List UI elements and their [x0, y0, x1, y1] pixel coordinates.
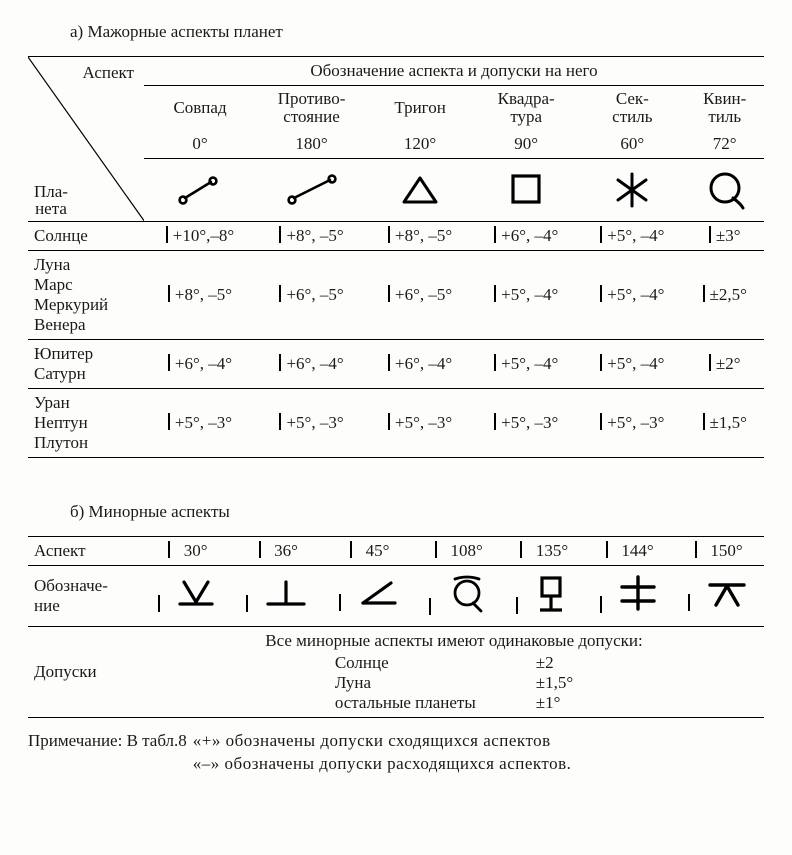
header-span: Обозначение аспекта и допуски на него: [144, 57, 764, 86]
tol-item-name: Луна: [335, 673, 476, 693]
tolerance-cell: +8°, –5°: [256, 221, 367, 250]
minor-tol-caption: Все минорные аспекты имеют одинаковые до…: [150, 631, 758, 651]
minor-degree: 135°: [503, 536, 586, 565]
biquintile-icon: [586, 565, 674, 626]
aspect-name: Сек-стиль: [579, 86, 685, 130]
tolerance-cell: +6°, –4°: [256, 339, 367, 388]
tol-item-val: ±1,5°: [536, 673, 573, 693]
minor-symbol-label: Обозначе-ние: [28, 565, 144, 626]
opposition-icon: [256, 158, 367, 221]
minor-degree: 108°: [415, 536, 503, 565]
tolerance-cell: +6°, –4°: [144, 339, 256, 388]
tolerance-cell: ±2°: [685, 339, 764, 388]
minor-tolerance-row: Допуски Все минорные аспекты имеют одина…: [28, 626, 764, 717]
footnote-plus: «+» обозначены допуски сходящихся аспект…: [193, 730, 764, 753]
aspect-name: Квадра-тура: [473, 86, 579, 130]
semisextile-icon: [144, 565, 232, 626]
tolerance-cell: +5°, –4°: [579, 221, 685, 250]
tol-item-name: Солнце: [335, 653, 476, 673]
minor-tol-label: Допуски: [28, 626, 144, 717]
planet-cell: Солнце: [28, 221, 144, 250]
tolerance-cell: +6°, –4°: [367, 339, 473, 388]
square-icon: [473, 158, 579, 221]
minor-degree: 150°: [674, 536, 764, 565]
aspect-degree: 120°: [367, 130, 473, 159]
table-row: ЛунаМарсМеркурийВенера+8°, –5°+6°, –5°+6…: [28, 250, 764, 339]
aspect-name: Тригон: [367, 86, 473, 130]
tolerance-cell: +5°, –3°: [256, 388, 367, 457]
minor-tol-block: Все минорные аспекты имеют одинаковые до…: [144, 626, 764, 717]
quintile-icon: [685, 158, 764, 221]
tolerance-cell: +5°, –3°: [144, 388, 256, 457]
aspect-degree: 60°: [579, 130, 685, 159]
tredecile-icon: [415, 565, 503, 626]
aspect-degree: 0°: [144, 130, 256, 159]
minor-degree-row: Аспект 30° 36° 45° 108° 135° 144° 150°: [28, 536, 764, 565]
tolerance-cell: +6°, –5°: [256, 250, 367, 339]
tol-item-val: ±2: [536, 653, 573, 673]
table-row: УранНептунПлутон+5°, –3°+5°, –3°+5°, –3°…: [28, 388, 764, 457]
semiquintile-icon: [232, 565, 325, 626]
tolerance-cell: +5°, –4°: [579, 339, 685, 388]
tolerance-cell: +5°, –3°: [473, 388, 579, 457]
corner-cell: Аспект Пла-нета: [28, 57, 144, 222]
tol-item-name: остальные планеты: [335, 693, 476, 713]
table-row: ЮпитерСатурн+6°, –4°+6°, –4°+6°, –4°+5°,…: [28, 339, 764, 388]
planet-cell: ЮпитерСатурн: [28, 339, 144, 388]
tol-item-val: ±1°: [536, 693, 573, 713]
tolerance-cell: +5°, –4°: [473, 339, 579, 388]
section-a-title: а) Мажорные аспекты планет: [70, 22, 764, 42]
minor-aspects-table: Аспект 30° 36° 45° 108° 135° 144° 150° О…: [28, 536, 764, 718]
minor-degree: 45°: [325, 536, 415, 565]
minor-degree: 36°: [232, 536, 325, 565]
aspect-name: Совпад: [144, 86, 256, 130]
aspect-name: Противо-стояние: [256, 86, 367, 130]
planet-cell: УранНептунПлутон: [28, 388, 144, 457]
corner-label-aspect: Аспект: [82, 63, 134, 83]
corner-label-planet: Пла-нета: [34, 183, 68, 217]
tolerance-cell: ±1,5°: [685, 388, 764, 457]
minor-symbol-row: Обозначе-ние: [28, 565, 764, 626]
conjunction-icon: [144, 158, 256, 221]
planet-cell: ЛунаМарсМеркурийВенера: [28, 250, 144, 339]
sextile-icon: [579, 158, 685, 221]
tolerance-cell: ±3°: [685, 221, 764, 250]
aspect-degree: 180°: [256, 130, 367, 159]
tolerance-cell: +5°, –4°: [579, 250, 685, 339]
aspect-degree: 90°: [473, 130, 579, 159]
sesquisquare-icon: [503, 565, 586, 626]
aspect-degree: 72°: [685, 130, 764, 159]
table-row: Солнце+10°,–8°+8°, –5°+8°, –5°+6°, –4°+5…: [28, 221, 764, 250]
minor-degree: 30°: [144, 536, 232, 565]
tolerance-cell: +6°, –5°: [367, 250, 473, 339]
quincunx-icon: [674, 565, 764, 626]
footnote: Примечание: В табл.8 «+» обозначены допу…: [28, 730, 764, 776]
tolerance-cell: +8°, –5°: [144, 250, 256, 339]
aspect-name: Квин-тиль: [685, 86, 764, 130]
tolerance-cell: +8°, –5°: [367, 221, 473, 250]
footnote-minus: «–» обозначены допуски расходящихся аспе…: [193, 753, 764, 776]
tolerance-cell: +5°, –4°: [473, 250, 579, 339]
minor-aspect-label: Аспект: [28, 536, 144, 565]
tolerance-cell: +5°, –3°: [367, 388, 473, 457]
semisquare-icon: [325, 565, 415, 626]
trine-icon: [367, 158, 473, 221]
tolerance-cell: ±2,5°: [685, 250, 764, 339]
footnote-prefix: Примечание: В табл.8: [28, 730, 187, 776]
major-aspects-table: Аспект Пла-нета Обозначение аспекта и до…: [28, 56, 764, 458]
tolerance-cell: +10°,–8°: [144, 221, 256, 250]
tolerance-cell: +6°, –4°: [473, 221, 579, 250]
minor-degree: 144°: [586, 536, 674, 565]
section-b-title: б) Минорные аспекты: [70, 502, 764, 522]
tolerance-cell: +5°, –3°: [579, 388, 685, 457]
